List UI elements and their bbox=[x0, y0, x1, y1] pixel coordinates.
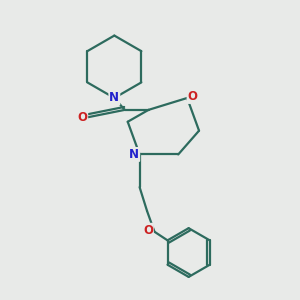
Text: O: O bbox=[188, 90, 197, 103]
Text: N: N bbox=[109, 92, 119, 104]
Text: N: N bbox=[129, 148, 139, 161]
Text: O: O bbox=[143, 224, 153, 237]
Text: O: O bbox=[77, 111, 87, 124]
